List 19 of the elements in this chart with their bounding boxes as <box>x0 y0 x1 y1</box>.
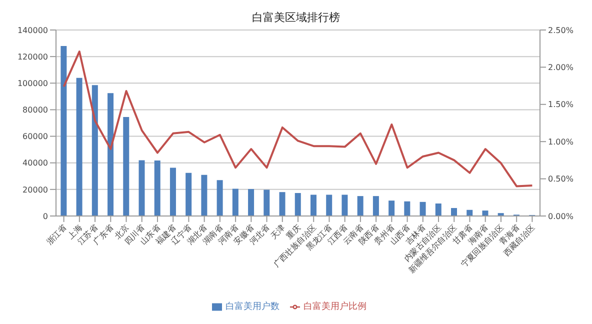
x-tick-label: 天津 <box>269 223 287 241</box>
y2-tick-label: 2.00% <box>548 63 574 72</box>
y-tick-label: 0 <box>42 212 48 221</box>
y2-tick-label: 1.50% <box>548 100 574 110</box>
y-tick-label: 140000 <box>17 26 48 35</box>
y-tick-label: 100000 <box>17 78 48 88</box>
y2-tick-label: 2.50% <box>548 26 574 35</box>
chart-title: 白富美区域排行榜 <box>251 10 341 26</box>
y2-tick-label: 1.00% <box>548 137 574 146</box>
y-tick-label: 20000 <box>22 185 48 194</box>
legend-label: 白富美用户数 <box>226 302 280 312</box>
y2-tick-label: 0.00% <box>548 212 574 221</box>
legend-label: 白富美用户比例 <box>304 302 366 312</box>
y2-tick-label: 0.50% <box>548 174 574 184</box>
y-tick-label: 120000 <box>17 52 48 62</box>
y-tick-label: 60000 <box>22 132 48 142</box>
y-tick-label: 40000 <box>22 158 48 168</box>
x-tick-label: 浙江省 <box>44 223 68 246</box>
y-tick-label: 80000 <box>22 106 48 115</box>
